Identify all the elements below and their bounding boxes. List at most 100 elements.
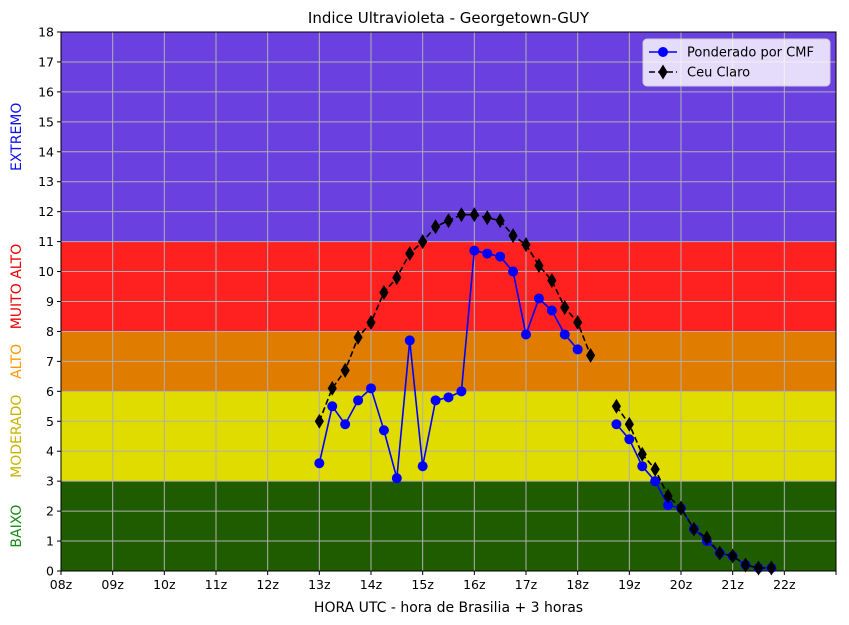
data-point <box>469 207 479 223</box>
data-point <box>637 461 648 472</box>
data-point <box>715 545 725 561</box>
data-point <box>766 560 777 576</box>
legend-marker <box>658 47 668 57</box>
data-point <box>547 273 557 288</box>
legend-label: Ceu Claro <box>687 66 750 81</box>
x-tick-label: 17z <box>515 577 538 592</box>
series-line <box>318 213 592 422</box>
y-tick-label: 16 <box>38 84 54 99</box>
series-ceu-claro <box>314 207 777 576</box>
x-tick-label: 14z <box>360 577 383 592</box>
data-point <box>314 458 325 469</box>
y-tick-label: 8 <box>46 324 54 339</box>
data-point <box>327 401 338 412</box>
x-tick-label: 20z <box>670 577 693 592</box>
data-point <box>663 488 673 504</box>
grid-lines <box>60 31 837 572</box>
data-point <box>430 395 441 406</box>
y-tick-label: 6 <box>46 384 54 399</box>
data-point <box>560 300 570 315</box>
data-point <box>340 419 351 430</box>
y-tick-label: 17 <box>38 54 54 69</box>
legend-marker <box>658 64 668 80</box>
data-point <box>327 380 337 396</box>
band-moderado <box>61 391 836 482</box>
y-tick-label: 11 <box>38 234 54 249</box>
x-tick-label: 19z <box>618 577 641 592</box>
y-tick-label: 12 <box>38 204 54 219</box>
x-tick-label: 18z <box>566 577 589 592</box>
y-tick-label: 14 <box>38 144 54 159</box>
band-label-baixo: BAIXO <box>9 505 25 548</box>
data-point <box>430 219 441 235</box>
data-point <box>392 270 402 285</box>
data-point <box>676 500 686 516</box>
y-tick-label: 5 <box>46 414 54 429</box>
legend-box <box>642 38 831 87</box>
x-tick-label: 13z <box>308 577 331 592</box>
series-group <box>314 207 777 576</box>
data-point <box>340 362 350 378</box>
x-tick-label: 09z <box>101 577 124 592</box>
y-tick-label: 13 <box>38 174 54 189</box>
y-tick-label: 18 <box>38 25 54 40</box>
data-point <box>650 461 660 477</box>
y-tick-label: 9 <box>46 294 54 309</box>
data-point <box>495 251 506 262</box>
data-point <box>456 386 467 397</box>
data-point <box>533 293 544 304</box>
data-point <box>405 246 415 262</box>
legend-label: Ponderado por CMF <box>687 46 814 61</box>
data-point <box>728 548 738 564</box>
chart-title: Indice Ultravioleta - Georgetown-GUY <box>308 9 590 27</box>
data-point <box>585 347 596 363</box>
x-tick-label: 21z <box>721 577 744 592</box>
band-label-muito-alto: MUITO ALTO <box>9 244 25 330</box>
data-point <box>521 237 531 253</box>
data-point <box>366 383 376 394</box>
data-point <box>702 530 712 546</box>
data-point <box>353 395 364 406</box>
band-label-moderado: MODERADO <box>9 395 25 478</box>
data-point <box>624 434 635 445</box>
data-point <box>573 315 583 330</box>
data-point <box>689 521 699 537</box>
data-point <box>417 461 428 472</box>
data-point <box>637 446 647 462</box>
data-point <box>559 329 570 340</box>
data-point <box>611 419 622 430</box>
data-point <box>378 425 389 436</box>
data-point <box>443 213 454 229</box>
x-tick-label: 16z <box>463 577 486 592</box>
y-tick-label: 7 <box>46 354 54 369</box>
y-tick-label: 0 <box>46 564 54 579</box>
data-point <box>534 258 544 274</box>
data-point <box>572 344 583 355</box>
x-axis-label: HORA UTC - hora de Brasilia + 3 horas <box>314 600 583 616</box>
data-point <box>495 213 505 229</box>
data-point <box>314 413 324 429</box>
data-point <box>740 557 751 573</box>
band-label-alto: ALTO <box>9 344 25 379</box>
band-muito-alto <box>61 241 836 332</box>
x-tick-label: 12z <box>256 577 279 592</box>
uv-bands <box>61 32 836 571</box>
data-point <box>508 228 518 244</box>
legend: Ponderado por CMF Ceu Claro <box>642 38 831 87</box>
data-point <box>366 315 376 330</box>
data-point <box>611 398 622 414</box>
data-point <box>418 234 428 250</box>
data-point <box>753 560 764 576</box>
data-point <box>391 473 402 484</box>
y-tick-label: 3 <box>46 474 54 489</box>
data-point <box>456 207 467 223</box>
data-point <box>650 476 661 487</box>
data-point <box>404 335 415 346</box>
y-tick-label: 1 <box>46 534 54 549</box>
data-point <box>482 248 493 259</box>
y-tick-label: 10 <box>38 264 54 279</box>
band-baixo <box>61 481 836 571</box>
x-axis-ticks: 08z 09z 10z 11z 12z 13z 14z 15z 16z 17z 18z 19z 20z 2… <box>50 571 837 592</box>
